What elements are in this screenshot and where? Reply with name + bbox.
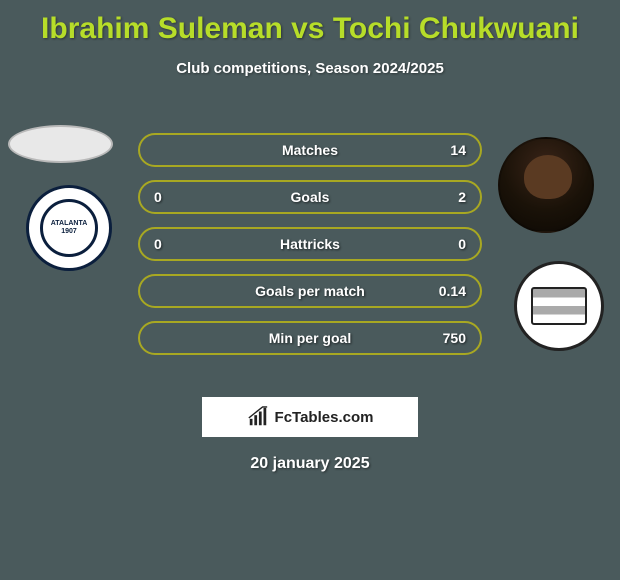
player2-avatar (498, 137, 594, 233)
stat-pill-list: Matches 14 0 Goals 2 0 Hattricks 0 Goals… (138, 133, 482, 355)
stat-row: 0 Hattricks 0 (138, 227, 482, 261)
stats-area: ATALANTA 1907 Matches 14 0 Goals 2 0 Hat… (0, 105, 620, 375)
stat-label: Goals (192, 189, 428, 205)
stat-right-value: 14 (428, 142, 466, 158)
fctables-logo: FcTables.com (202, 397, 418, 437)
stat-label: Hattricks (192, 236, 428, 252)
stat-label: Matches (192, 142, 428, 158)
stat-row: Min per goal 750 (138, 321, 482, 355)
player1-club-crest: ATALANTA 1907 (26, 185, 112, 271)
player2-club-crest (514, 261, 604, 351)
stat-row: Goals per match 0.14 (138, 274, 482, 308)
page-title: Ibrahim Suleman vs Tochi Chukwuani (0, 0, 620, 46)
stat-right-value: 0.14 (428, 283, 466, 299)
subtitle: Club competitions, Season 2024/2025 (0, 60, 620, 77)
stat-row: 0 Goals 2 (138, 180, 482, 214)
crest1-label: ATALANTA 1907 (43, 220, 95, 235)
atalanta-crest-icon: ATALANTA 1907 (40, 199, 98, 257)
stat-right-value: 2 (428, 189, 466, 205)
stat-label: Min per goal (192, 330, 428, 346)
stat-row: Matches 14 (138, 133, 482, 167)
player1-avatar (8, 125, 113, 163)
stat-left-value: 0 (154, 236, 192, 252)
chart-bars-icon (247, 406, 269, 428)
date-line: 20 january 2025 (0, 455, 620, 473)
stat-right-value: 750 (428, 330, 466, 346)
stat-left-value: 0 (154, 189, 192, 205)
stat-right-value: 0 (428, 236, 466, 252)
stat-label: Goals per match (192, 283, 428, 299)
logo-text: FcTables.com (275, 409, 374, 426)
sturm-graz-crest-icon (531, 287, 587, 325)
